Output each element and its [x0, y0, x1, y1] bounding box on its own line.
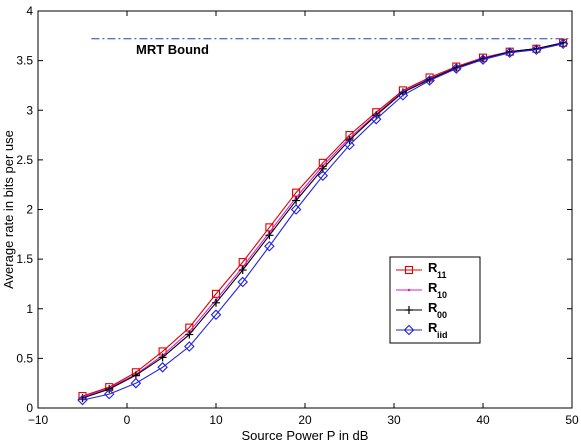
data-point-riid	[103, 388, 115, 400]
data-point-riid	[77, 394, 88, 406]
legend-entry-r00: R 00	[396, 300, 447, 320]
data-point-riid	[451, 63, 462, 74]
annotations: MRT Bound	[91, 38, 572, 57]
legend-label: R	[428, 280, 438, 295]
legend-label: R	[428, 300, 438, 315]
series-riid	[77, 38, 569, 406]
plot-area	[38, 11, 572, 408]
data-point-riid	[210, 309, 222, 320]
data-point-riid	[504, 47, 515, 58]
data-point-riid	[317, 170, 329, 182]
data-point-r00	[212, 298, 220, 307]
legend-marker	[405, 306, 413, 314]
legend-label-subscript: 10	[437, 290, 447, 300]
x-tick-label: 20	[298, 413, 312, 427]
series-line-riid	[82, 43, 564, 401]
y-tick-label: 2.5	[16, 153, 33, 167]
data-point-riid	[264, 240, 275, 252]
legend-label-subscript: 00	[437, 310, 447, 320]
data-point-r00	[238, 266, 247, 275]
x-tick-label: 30	[387, 413, 401, 427]
legend-marker	[403, 324, 415, 336]
x-axis-label: Source Power P in dB	[242, 428, 369, 443]
legend-entry-r11: R 11	[396, 260, 447, 280]
x-axis-ticks: −10 0 10 20 30 40 50	[28, 11, 579, 427]
data-point-riid	[290, 204, 302, 215]
y-tick-label: 3.5	[16, 54, 33, 68]
x-tick-label: 40	[476, 413, 490, 427]
legend-label: R	[428, 320, 438, 335]
data-point-riid	[424, 75, 435, 86]
legend-label-subscript: 11	[437, 270, 447, 280]
mrt-bound-label: MRT Bound	[136, 42, 209, 57]
legend-marker	[404, 265, 414, 275]
x-tick-label: −10	[28, 413, 49, 427]
y-tick-label: 3	[26, 103, 33, 117]
y-tick-label: 1	[26, 302, 33, 316]
legend-marker	[407, 288, 411, 292]
y-tick-label: 4	[26, 4, 33, 18]
series-group	[77, 38, 569, 406]
data-point-riid	[157, 362, 168, 373]
data-point-r00	[158, 353, 167, 362]
y-axis-label: Average rate in bits per use	[1, 130, 16, 289]
data-point-r00	[185, 330, 194, 339]
x-tick-label: 10	[209, 413, 223, 427]
legend: R 11R 10R 00R iid	[389, 256, 481, 344]
legend-label-subscript: iid	[437, 330, 448, 340]
data-point-riid	[344, 139, 355, 151]
data-point-riid	[397, 90, 409, 101]
x-tick-label: 0	[124, 413, 131, 427]
data-point-riid	[370, 113, 382, 125]
y-axis-ticks: 0 0.5 1 1.5 2 2.5 3 3.5 4	[16, 4, 572, 415]
data-point-r00	[292, 196, 301, 205]
data-point-r00	[265, 231, 274, 240]
x-tick-label: 50	[565, 413, 579, 427]
data-point-riid	[557, 38, 569, 50]
data-point-riid	[130, 377, 142, 389]
data-point-r11	[211, 289, 221, 298]
legend-entry-r10: R 10	[396, 280, 447, 300]
data-point-riid	[237, 276, 248, 288]
data-point-riid	[531, 44, 542, 55]
data-point-r00	[505, 47, 514, 56]
data-point-r00	[559, 38, 568, 47]
y-tick-label: 0.5	[16, 351, 33, 365]
y-tick-label: 2	[26, 203, 33, 217]
y-tick-label: 0	[26, 401, 33, 415]
data-point-riid	[477, 54, 489, 65]
data-point-riid	[184, 341, 195, 352]
y-tick-label: 1.5	[16, 252, 33, 266]
legend-label: R	[428, 260, 438, 275]
plot-background	[38, 11, 572, 408]
